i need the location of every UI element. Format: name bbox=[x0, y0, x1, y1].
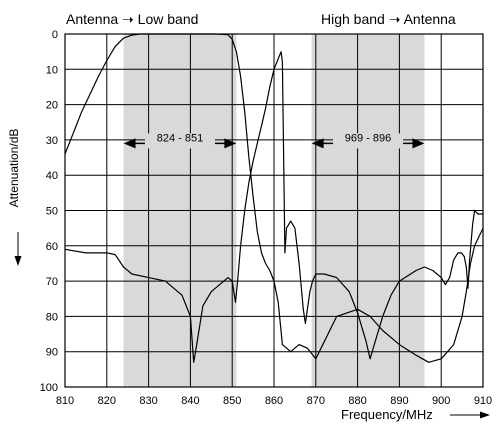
x-tick-labels: 810 820 830 840 850 860 870 880 890 900 910 bbox=[56, 395, 492, 407]
x-tick-label: 850 bbox=[223, 395, 241, 407]
y-tick-label: 0 bbox=[52, 29, 58, 41]
y-tick-label: 100 bbox=[40, 382, 58, 394]
y-tick-label: 20 bbox=[46, 100, 58, 112]
x-tick-label: 890 bbox=[390, 395, 408, 407]
y-tick-label: 50 bbox=[46, 206, 58, 218]
band-1-label: 824 - 851 bbox=[157, 132, 203, 144]
x-axis-label: Frequency/MHz bbox=[341, 407, 433, 422]
y-tick-label: 30 bbox=[46, 135, 58, 147]
y-axis-label: Attenuation/dB bbox=[7, 129, 21, 208]
labels-layer: Antenna ➝ Low band High band ➝ Antenna F… bbox=[7, 11, 490, 422]
header-left-label: Antenna ➝ Low band bbox=[66, 11, 198, 27]
band-1-arrow-left-icon bbox=[123, 138, 136, 149]
x-tick-label: 820 bbox=[98, 395, 116, 407]
band-2-arrow-left-icon bbox=[311, 138, 324, 149]
band-1-label-bg bbox=[144, 133, 215, 149]
y-tick-label: 40 bbox=[46, 170, 58, 182]
x-tick-label: 860 bbox=[265, 395, 283, 407]
y-tick-label: 60 bbox=[46, 241, 58, 253]
band-arrows: 824 - 851 969 - 896 bbox=[123, 132, 425, 149]
band-2-label-bg bbox=[333, 133, 404, 149]
x-axis-arrowhead-icon bbox=[480, 411, 490, 419]
band-2-label: 969 - 896 bbox=[345, 132, 391, 144]
series-layer bbox=[64, 33, 484, 363]
x-tick-label: 880 bbox=[348, 395, 366, 407]
band-2-arrow-right-icon bbox=[412, 138, 425, 149]
x-tick-label: 840 bbox=[181, 395, 199, 407]
y-tick-labels: 0 10 20 30 40 50 60 70 80 90 100 bbox=[40, 29, 58, 394]
x-tick-label: 870 bbox=[307, 395, 325, 407]
x-tick-label: 900 bbox=[432, 395, 450, 407]
series-curve-2 bbox=[64, 51, 483, 363]
series-curve-1 bbox=[64, 33, 484, 363]
header-right-label: High band ➝ Antenna bbox=[321, 11, 456, 27]
plot-frame bbox=[64, 33, 484, 388]
plot-border bbox=[64, 33, 484, 388]
y-tick-label: 80 bbox=[46, 311, 58, 323]
y-tick-label: 90 bbox=[46, 347, 58, 359]
x-tick-label: 830 bbox=[139, 395, 157, 407]
y-axis-arrowhead-icon bbox=[14, 256, 22, 266]
y-tick-label: 70 bbox=[46, 276, 58, 288]
band-1-arrow-right-icon bbox=[224, 138, 237, 149]
x-tick-label: 810 bbox=[56, 395, 74, 407]
y-tick-label: 10 bbox=[46, 64, 58, 76]
x-tick-label: 910 bbox=[474, 395, 492, 407]
